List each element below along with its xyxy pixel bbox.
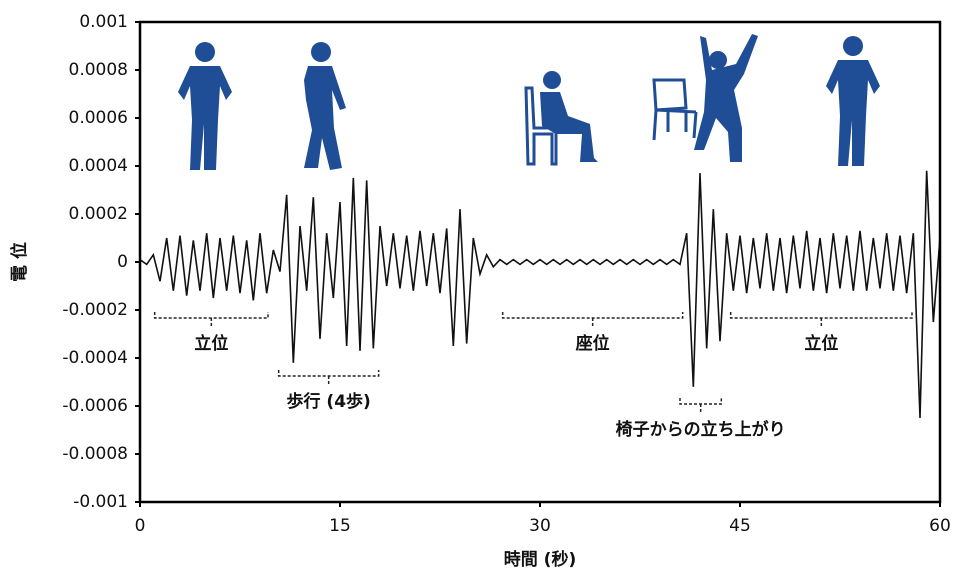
y-tick-label: 0	[117, 252, 128, 272]
figure-standing	[826, 36, 880, 166]
y-tick-label: -0.001	[73, 492, 128, 512]
brace	[155, 312, 268, 326]
y-tick-label: 0.0004	[69, 156, 128, 176]
y-tick-label: 0.0002	[69, 204, 128, 224]
brace	[503, 312, 683, 326]
signal-line	[140, 171, 940, 418]
x-tick-label: 60	[929, 516, 951, 536]
figure-seated	[526, 71, 598, 164]
brace	[680, 398, 721, 412]
x-tick-label: 45	[729, 516, 751, 536]
chart: 時間 (秒) 電 位 0.001 0.0008 0.0006 0.0004 0.0002…	[0, 0, 956, 572]
annotation-label: 歩行 (4歩)	[287, 391, 371, 412]
annotation-label: 椅子からの立ち上がり	[616, 419, 786, 440]
y-tick-label: 0.0006	[69, 108, 128, 128]
annotation-label: 座位	[576, 333, 610, 354]
y-tick-label: -0.0006	[62, 396, 128, 416]
brace	[279, 370, 379, 384]
y-tick-label: -0.0008	[62, 444, 128, 464]
y-tick-label: -0.0002	[62, 300, 128, 320]
figure-rising	[694, 34, 758, 162]
x-axis-label: 時間 (秒)	[504, 549, 576, 570]
brace	[731, 312, 912, 326]
x-tick-label: 15	[329, 516, 351, 536]
y-tick-label: 0.0008	[69, 60, 128, 80]
figure-walking	[304, 42, 346, 170]
x-tick-label: 30	[529, 516, 551, 536]
y-axis-label: 電 位	[9, 242, 30, 282]
figure-standing	[178, 42, 232, 170]
x-tick-label: 0	[135, 516, 146, 536]
plot-frame	[140, 22, 940, 502]
y-tick-label: -0.0004	[62, 348, 128, 368]
annotation-label: 立位	[804, 333, 838, 354]
figure-chair	[654, 80, 696, 140]
annotation-label: 立位	[194, 333, 228, 354]
y-tick-label: 0.001	[79, 12, 128, 32]
